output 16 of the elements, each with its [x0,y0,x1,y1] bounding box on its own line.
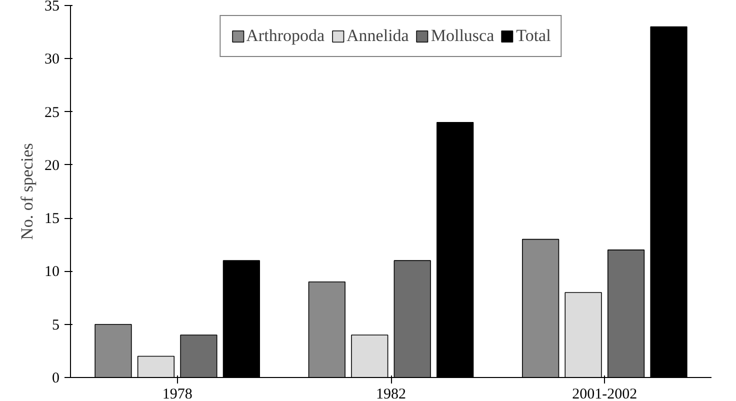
y-tick-label: 25 [44,104,60,121]
y-axis-title: No. of species [18,143,36,240]
y-tick-label: 0 [52,370,60,386]
y-tick-label: 15 [44,211,60,228]
x-tick-label: 2001-2002 [572,386,638,401]
legend-label: Mollusca [430,26,494,46]
legend-label: Total [516,26,551,46]
y-tick-label: 20 [44,158,60,174]
x-tick-label: 1978 [162,386,192,401]
y-tick-label: 30 [44,52,60,68]
y-tick-label: 35 [44,0,60,14]
y-tick-label: 10 [44,264,60,280]
y-tick-label: 5 [52,317,60,334]
legend-label: Arthropoda [246,26,325,46]
legend-label: Annelida [346,26,409,46]
x-tick-label: 1982 [376,386,406,401]
